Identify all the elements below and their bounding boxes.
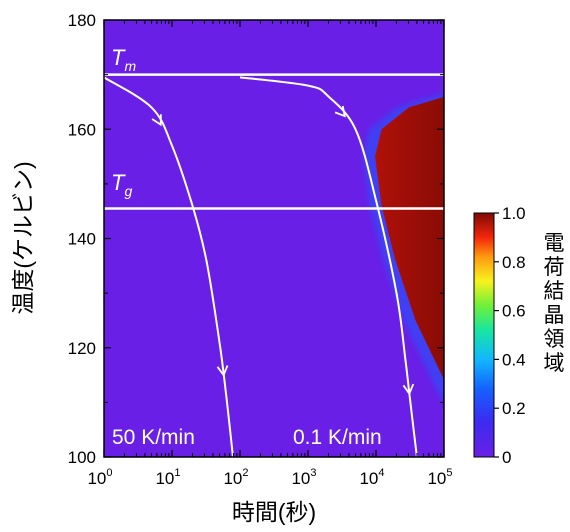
colorbar (473, 212, 495, 458)
x-tick-label: 105 (427, 467, 452, 488)
colorbar-tick-label: 0.8 (502, 253, 526, 272)
y-axis-label: 温度(ケルビン) (10, 161, 36, 314)
fast-rate-label: 50 K/min (112, 426, 195, 449)
arrow-icon (402, 383, 415, 396)
arrow-icon (334, 105, 346, 118)
x-tick-label: 101 (155, 467, 180, 488)
colorbar-axis: 0 0.2 0.4 0.6 0.8 1.0 (494, 204, 526, 467)
x-tick-label: 103 (291, 467, 316, 488)
x-axis: 100 101 102 103 104 105 (87, 20, 453, 488)
x-tick-label: 102 (223, 467, 248, 488)
y-tick-label: 120 (68, 339, 96, 358)
arrow-icon (151, 114, 162, 127)
y-tick-label: 160 (68, 120, 96, 139)
y-tick-label: 100 (68, 448, 96, 467)
y-tick-label: 180 (68, 11, 96, 30)
colorbar-tick-label: 0.2 (502, 399, 526, 418)
cooling-curve-01kmin (239, 76, 418, 457)
colorbar-tick-label: 0.6 (502, 302, 526, 321)
colorbar-tick-label: 0 (502, 448, 511, 467)
y-tick-label: 140 (68, 230, 96, 249)
colorbar-label: 電荷結晶領域 (544, 232, 565, 375)
x-axis-label: 時間(秒) (232, 499, 316, 525)
tg-label: Tg (111, 170, 132, 199)
slow-rate-label: 0.1 K/min (293, 426, 382, 449)
y-axis: 100 120 140 160 180 (68, 11, 444, 467)
x-tick-label: 100 (87, 467, 112, 488)
colorbar-tick-label: 1.0 (502, 204, 526, 223)
crystallized-region (375, 96, 444, 380)
cooling-curve-50kmin (104, 76, 234, 457)
colorbar-tick-label: 0.4 (502, 350, 526, 369)
x-tick-label: 104 (359, 467, 384, 488)
tm-label: Tm (111, 45, 136, 74)
arrow-icon (216, 365, 229, 377)
